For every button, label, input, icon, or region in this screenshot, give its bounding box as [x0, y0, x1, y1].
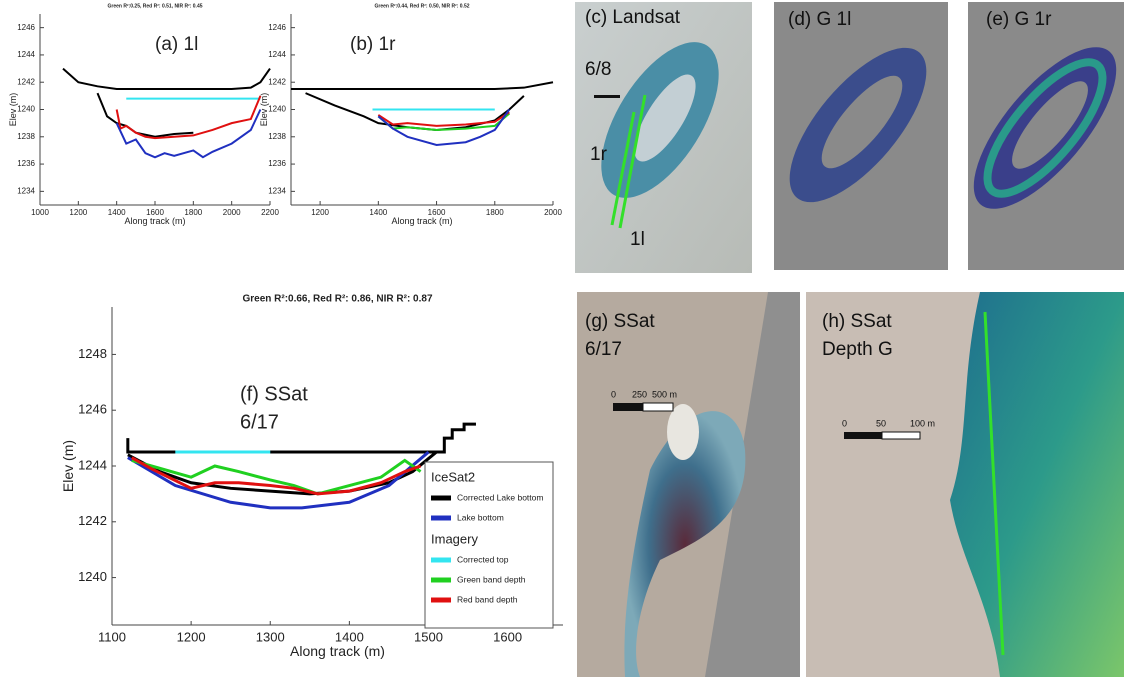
x-tick-label: 2000	[544, 208, 562, 217]
legend-title: IceSat2	[431, 469, 475, 484]
panel-date: 6/17	[585, 339, 622, 360]
line	[127, 450, 430, 510]
scale-label: 50	[876, 418, 886, 428]
y-tick-label: 1240	[78, 569, 107, 584]
chart-title: Green R²:0.25, Red R²: 0.51, NIR R²: 0.4…	[107, 3, 202, 9]
legend-title: Imagery	[431, 531, 478, 546]
y-tick-label: 1244	[78, 457, 107, 472]
x-tick-label: 1100	[98, 629, 126, 644]
panel-label: (e) G 1r	[986, 9, 1052, 30]
y-tick-label: 1238	[17, 132, 35, 141]
y-tick-label: 1240	[17, 105, 35, 114]
annotation: 6/17	[240, 411, 279, 433]
y-tick-label: 1236	[268, 159, 286, 168]
x-tick-label: 1500	[414, 629, 443, 644]
x-tick-label: 1400	[335, 629, 364, 644]
panel-date: 6/8	[585, 59, 611, 80]
annotation: (f) SSat	[240, 383, 308, 405]
x-tick-label: 1800	[486, 208, 504, 217]
legend-label: Lake bottom	[457, 512, 504, 522]
line	[96, 92, 194, 138]
x-tick-label: 1600	[493, 629, 522, 644]
annotation: (b) 1r	[350, 34, 396, 55]
panel-c: (c) Landsat 6/8 1r 1l	[575, 2, 752, 273]
legend-label: Red band depth	[457, 594, 518, 604]
line	[377, 108, 511, 146]
panel-label: (h) SSat	[822, 311, 892, 332]
chart-title: Green R²:0.44, Red R²: 0.50, NIR R²: 0.5…	[374, 3, 469, 9]
panel-label: (g) SSat	[585, 311, 655, 332]
y-axis-label: Elev (m)	[259, 93, 269, 127]
panel-d: (d) G 1l	[774, 2, 948, 270]
scale-label: 500 m	[652, 389, 677, 399]
scale-label: 250	[632, 389, 647, 399]
y-tick-label: 1244	[17, 50, 35, 59]
y-tick-label: 1240	[268, 105, 286, 114]
track-label: 1r	[590, 144, 608, 165]
annotation: (a) 1l	[155, 34, 198, 55]
panel-g: (g) SSat 6/17 0 250 500 m	[577, 292, 800, 677]
y-tick-label: 1236	[17, 159, 35, 168]
panel-label: (c) Landsat	[585, 7, 681, 28]
y-tick-label: 1238	[268, 132, 286, 141]
x-tick-label: 1000	[31, 208, 49, 217]
y-tick-label: 1242	[268, 77, 286, 86]
chart-title: Green R²:0.66, Red R²: 0.86, NIR R²: 0.8…	[242, 294, 432, 305]
scale-label: 100 m	[910, 418, 935, 428]
y-tick-label: 1242	[78, 513, 107, 528]
legend-label: Corrected Lake bottom	[457, 492, 543, 502]
x-tick-label: 1200	[311, 208, 329, 217]
x-tick-label: 2200	[261, 208, 279, 217]
y-tick-label: 1244	[268, 50, 286, 59]
line	[291, 81, 554, 91]
x-tick-label: 1600	[428, 208, 446, 217]
y-axis-label: Elev (m)	[60, 440, 76, 492]
y-tick-label: 1246	[78, 402, 107, 417]
line	[131, 456, 422, 496]
legend-label: Corrected top	[457, 554, 509, 564]
panel-h: (h) SSat Depth G 0 50 100 m	[806, 292, 1124, 677]
scale-label: 0	[611, 389, 616, 399]
panel-e: (e) G 1r	[968, 2, 1124, 270]
x-tick-label: 1200	[177, 629, 206, 644]
x-axis-label: Along track (m)	[391, 216, 452, 226]
track-label: 1l	[630, 229, 645, 250]
x-tick-label: 1800	[184, 208, 202, 217]
y-tick-label: 1248	[78, 346, 107, 361]
y-tick-label: 1246	[17, 23, 35, 32]
x-tick-label: 1600	[146, 208, 164, 217]
line	[377, 111, 510, 127]
line	[126, 422, 476, 454]
y-axis-label: Elev (m)	[8, 93, 18, 127]
x-axis-label: Along track (m)	[290, 643, 385, 659]
panel-sublabel: Depth G	[822, 339, 893, 360]
line	[62, 67, 271, 91]
y-tick-label: 1242	[17, 77, 35, 86]
line	[115, 109, 262, 159]
y-tick-label: 1234	[17, 186, 35, 195]
y-tick-label: 1234	[268, 186, 286, 195]
x-axis-label: Along track (m)	[124, 216, 185, 226]
x-tick-label: 1300	[256, 629, 285, 644]
legend-label: Green band depth	[457, 574, 526, 584]
scale-label: 0	[842, 418, 847, 428]
y-tick-label: 1246	[268, 23, 286, 32]
panel-label: (d) G 1l	[788, 9, 851, 30]
x-tick-label: 2000	[223, 208, 241, 217]
x-tick-label: 1400	[369, 208, 387, 217]
line	[131, 458, 422, 496]
x-tick-label: 1400	[108, 208, 126, 217]
x-tick-label: 1200	[69, 208, 87, 217]
line	[115, 95, 262, 140]
